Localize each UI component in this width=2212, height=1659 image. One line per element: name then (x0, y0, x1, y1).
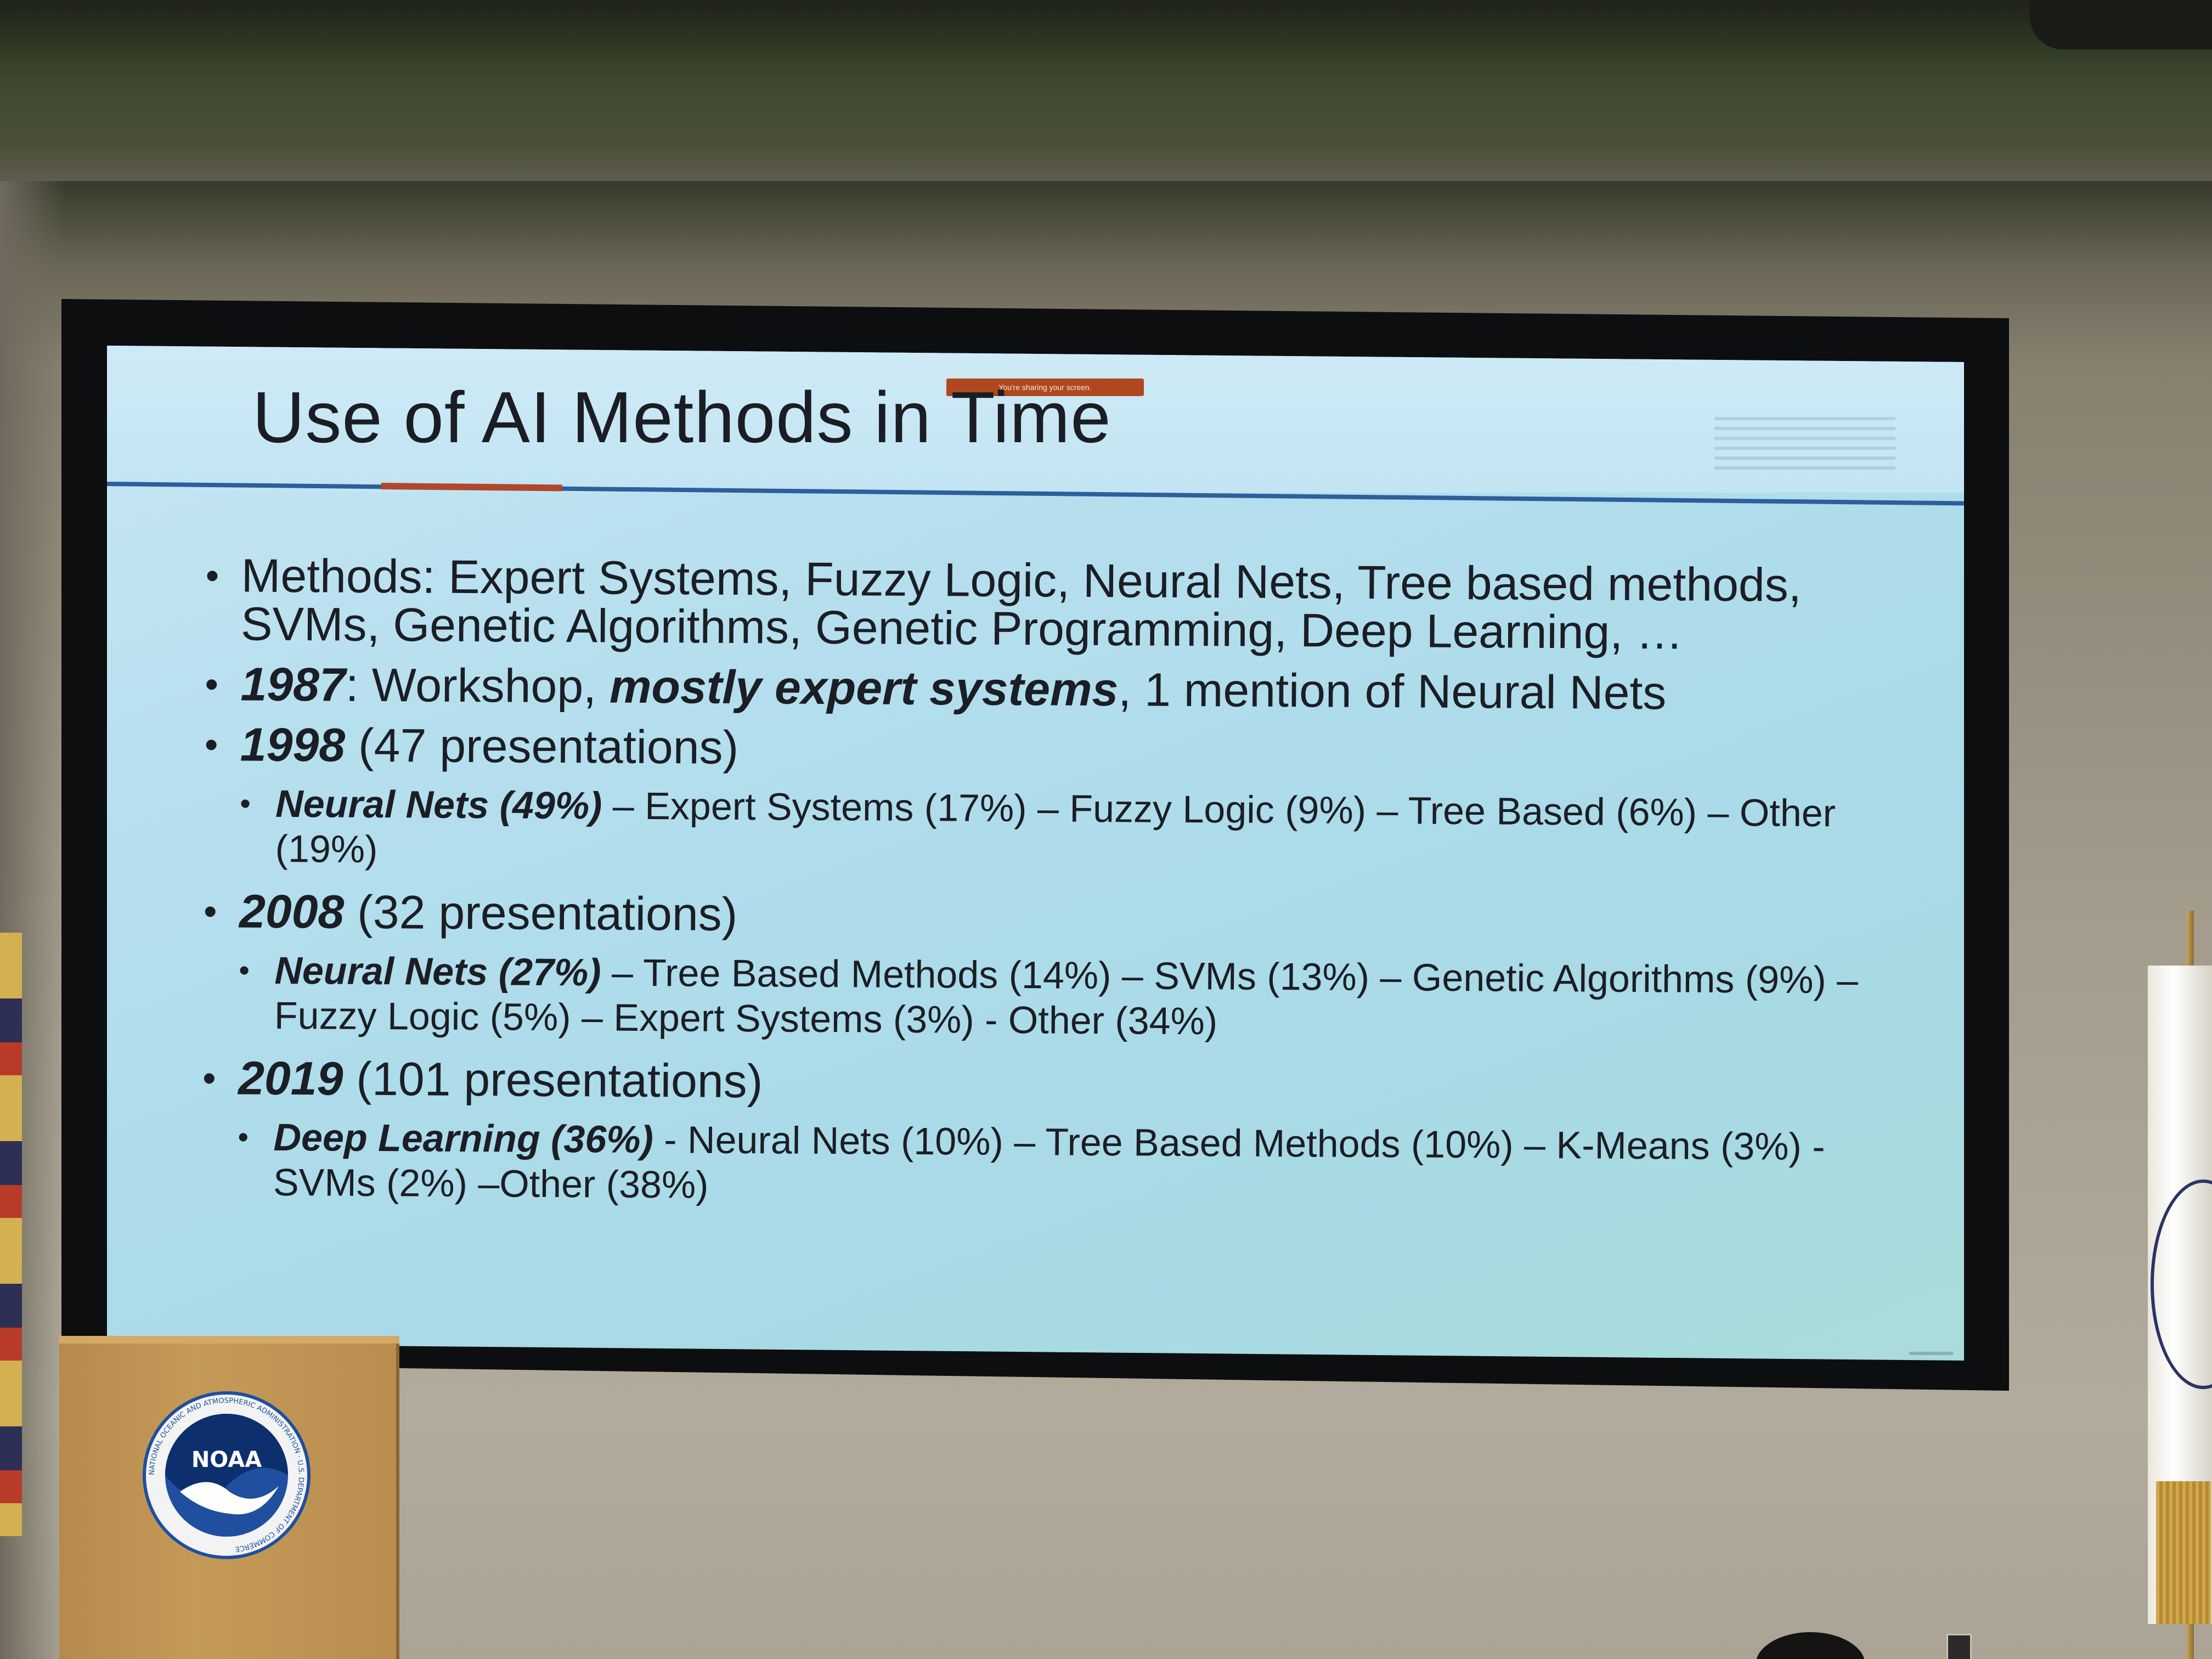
sub-bullet-lead: Neural Nets (27%) (274, 949, 601, 994)
bullet-count: (101 presentations) (343, 1052, 763, 1108)
sub-bullet-2008: Neural Nets (27%) – Tree Based Methods (… (198, 947, 1899, 1048)
ceiling-fixture (2030, 0, 2212, 49)
bullet-2008: 2008 (32 presentations) (198, 885, 1899, 946)
bullet-text: : Workshop, (345, 658, 610, 713)
bullet-text: Methods: Expert Systems, Fuzzy Logic, Ne… (240, 549, 1802, 659)
sub-bullet-2019: Deep Learning (36%) - Neural Nets (10%) … (196, 1114, 1898, 1215)
noaa-logo-icon: NOAA NATIONAL OCEANIC AND ATMOSPHERIC AD… (143, 1391, 311, 1559)
slide-header (107, 346, 1964, 493)
flag-fringe (2156, 1481, 2211, 1624)
presentation-slide: You're sharing your screen. Use of AI Me… (107, 346, 1964, 1361)
bullet-text: , 1 mention of Neural Nets (1118, 663, 1667, 720)
bullet-count: (47 presentations) (345, 719, 739, 774)
podium: NOAA NATIONAL OCEANIC AND ATMOSPHERIC AD… (59, 1336, 399, 1659)
bullet-year: 1987 (240, 658, 346, 712)
sub-bullet-lead: Deep Learning (36%) (273, 1115, 654, 1161)
slide-footer-mark (1909, 1352, 1953, 1355)
bullet-1987: 1987: Workshop, mostly expert systems, 1… (199, 658, 1900, 720)
bullet-year: 1998 (240, 718, 346, 772)
bullet-2019: 2019 (101 presentations) (197, 1052, 1898, 1113)
noaa-logo-text: NOAA (191, 1447, 262, 1472)
screen-share-banner[interactable]: You're sharing your screen. (946, 379, 1144, 396)
slide-title: Use of AI Methods in Time (252, 377, 1111, 458)
bullet-methods: Methods: Expert Systems, Fuzzy Logic, Ne… (200, 549, 1901, 659)
bullet-year: 2008 (239, 885, 345, 939)
faded-logo (1714, 417, 1895, 472)
bullet-list: Methods: Expert Systems, Fuzzy Logic, Ne… (196, 549, 1901, 1231)
sub-bullet-lead: Neural Nets (49%) (275, 782, 602, 827)
bullet-emphasis: mostly expert systems (609, 660, 1119, 716)
sub-bullet-1998: Neural Nets (49%) – Expert Systems (17%)… (198, 781, 1899, 881)
bullet-count: (32 presentations) (344, 885, 738, 941)
bullet-1998: 1998 (47 presentations) (199, 718, 1900, 779)
flag-left (0, 933, 22, 1536)
ceiling (0, 0, 2212, 181)
wall-outlet (1946, 1634, 1972, 1659)
bullet-year: 2019 (238, 1052, 343, 1105)
